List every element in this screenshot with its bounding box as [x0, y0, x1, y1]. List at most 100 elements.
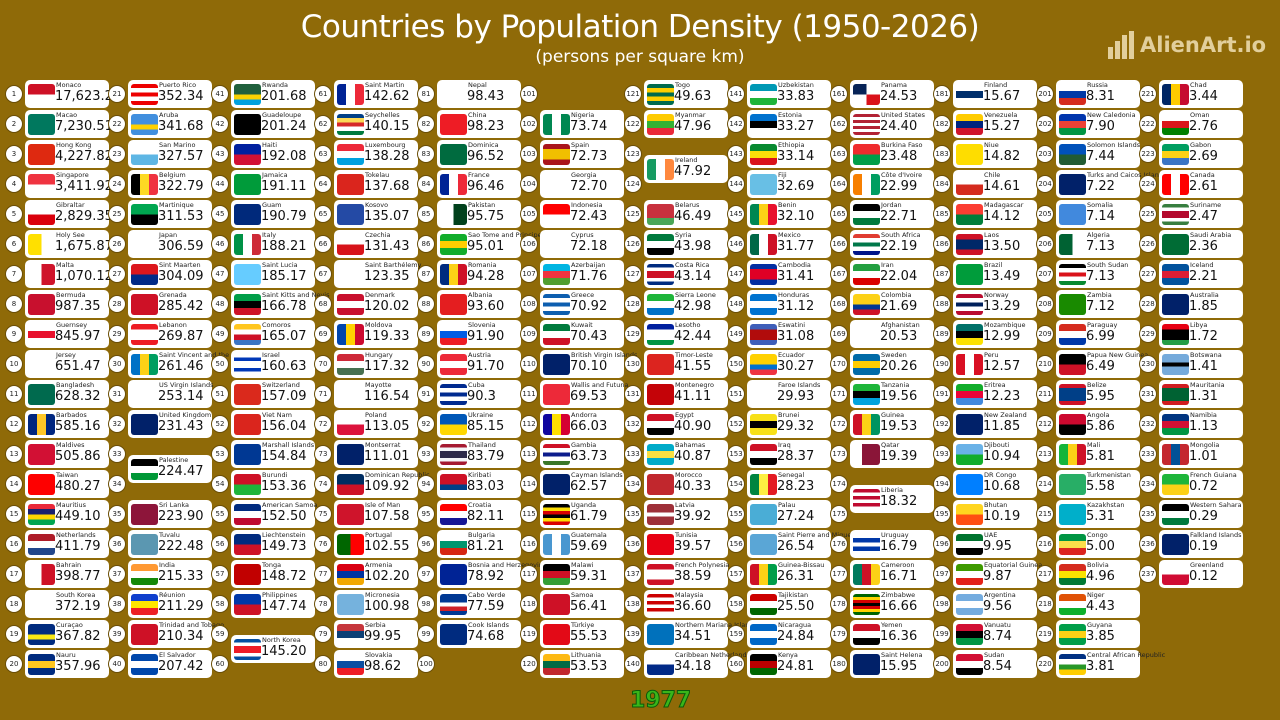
- flag-icon: [1059, 144, 1086, 165]
- rank-badge: 74: [314, 475, 332, 493]
- density-value: 73.74: [570, 119, 608, 134]
- rank-badge: 218: [1036, 595, 1054, 613]
- country-name: Monaco: [56, 81, 82, 89]
- country-card: France 96.46: [437, 170, 521, 198]
- country-name: Luxembourg: [365, 141, 406, 149]
- country-name: Portugal: [365, 531, 392, 539]
- country-card: Algeria 7.13: [1056, 230, 1140, 258]
- rank-badge: 132: [624, 415, 642, 433]
- rank-badge: 43: [211, 145, 229, 163]
- density-value: 61.79: [570, 509, 608, 524]
- country-name: Belgium: [159, 171, 186, 179]
- rank-badge: 139: [624, 625, 642, 643]
- flag-icon: [853, 294, 880, 315]
- density-value: 15.95: [880, 659, 918, 674]
- country-name: North Korea: [262, 636, 301, 644]
- country-card: Thailand 83.79: [437, 440, 521, 468]
- flag-icon: [131, 324, 158, 345]
- rank-badge: 206: [1036, 235, 1054, 253]
- density-value: 39.92: [674, 509, 712, 524]
- rank-badge: 42: [211, 115, 229, 133]
- flag-icon: [234, 114, 261, 135]
- density-value: 7.22: [1086, 179, 1115, 194]
- country-name: Montenegro: [675, 381, 715, 389]
- country-name: Saint Helena: [881, 651, 923, 659]
- country-card: Fiji 32.69: [747, 170, 831, 198]
- density-value: 357.96: [55, 659, 101, 674]
- density-value: 71.76: [570, 269, 608, 284]
- flag-icon: [647, 114, 674, 135]
- country-card: Bhutan 10.19: [953, 500, 1037, 528]
- flag-icon: [337, 504, 364, 525]
- density-value: 12.99: [983, 329, 1021, 344]
- density-value: 19.53: [880, 419, 918, 434]
- country-name: Guadeloupe: [262, 111, 302, 119]
- country-name: Mauritania: [1190, 381, 1225, 389]
- density-value: 16.36: [880, 629, 918, 644]
- flag-icon: [440, 624, 467, 645]
- rank-badge: 192: [933, 415, 951, 433]
- flag-icon: [543, 444, 570, 465]
- country-card: Cuba 90.3: [437, 380, 521, 408]
- country-card: Egypt 40.90: [644, 410, 728, 438]
- year-label: 1977: [629, 688, 692, 714]
- rank-badge: 160: [727, 655, 745, 673]
- rank-badge: 193: [933, 445, 951, 463]
- rank-badge: 212: [1036, 415, 1054, 433]
- country-card: Comoros 165.07: [231, 320, 315, 348]
- rank-badge: 215: [1036, 505, 1054, 523]
- country-name: Brunei: [778, 411, 800, 419]
- density-value: 53.53: [570, 659, 608, 674]
- rank-badge: 175: [830, 505, 848, 523]
- flag-icon: [853, 144, 880, 165]
- country-name: Afghanistan: [881, 321, 920, 329]
- country-card: Colombia 21.69: [850, 290, 934, 318]
- country-name: Gambia: [571, 441, 597, 449]
- flag-icon: [647, 264, 674, 285]
- rank-badge: 203: [1036, 145, 1054, 163]
- country-name: Papua New Guinea: [1087, 351, 1149, 359]
- country-card: Dominica 96.52: [437, 140, 521, 168]
- flag-icon: [543, 624, 570, 645]
- flag-icon: [543, 294, 570, 315]
- rank-badge: 24: [108, 175, 126, 193]
- rank-badge: 186: [933, 235, 951, 253]
- country-name: Denmark: [365, 291, 395, 299]
- country-name: Guinea-Bissau: [778, 561, 825, 569]
- density-value: 2,829.35: [55, 209, 113, 224]
- rank-badge: 143: [727, 145, 745, 163]
- country-name: Cyprus: [571, 231, 594, 239]
- density-value: 22.19: [880, 239, 918, 254]
- country-name: Austria: [468, 351, 491, 359]
- density-value: 72.18: [570, 239, 608, 254]
- flag-icon: [956, 384, 983, 405]
- chart-subtitle: (persons per square km): [535, 47, 745, 67]
- flag-icon: [647, 84, 674, 105]
- country-card: Costa Rica 43.14: [644, 260, 728, 288]
- flag-icon: [1059, 234, 1086, 255]
- country-name: Philippines: [262, 591, 298, 599]
- density-value: 137.68: [364, 179, 410, 194]
- rank-badge: 100: [417, 655, 435, 673]
- rank-badge: 52: [211, 415, 229, 433]
- flag-icon: [28, 234, 55, 255]
- country-name: Qatar: [881, 441, 900, 449]
- density-value: 14.61: [983, 179, 1021, 194]
- rank-badge: 122: [624, 115, 642, 133]
- flag-icon: [750, 564, 777, 585]
- flag-icon: [1162, 384, 1189, 405]
- country-card: Saint Lucia 185.17: [231, 260, 315, 288]
- flag-icon: [1162, 204, 1189, 225]
- density-value: 1.31: [1189, 389, 1218, 404]
- flag-icon: [131, 354, 158, 375]
- country-card: American Samoa 152.50: [231, 500, 317, 528]
- rank-badge: 32: [108, 415, 126, 433]
- rank-badge: 38: [108, 595, 126, 613]
- flag-icon: [853, 624, 880, 645]
- country-card: Mayotte 116.54: [334, 380, 418, 408]
- flag-icon: [853, 174, 880, 195]
- flag-icon: [337, 84, 364, 105]
- country-card: Lithuania 53.53: [540, 650, 624, 678]
- country-name: Algeria: [1087, 231, 1110, 239]
- flag-icon: [28, 534, 55, 555]
